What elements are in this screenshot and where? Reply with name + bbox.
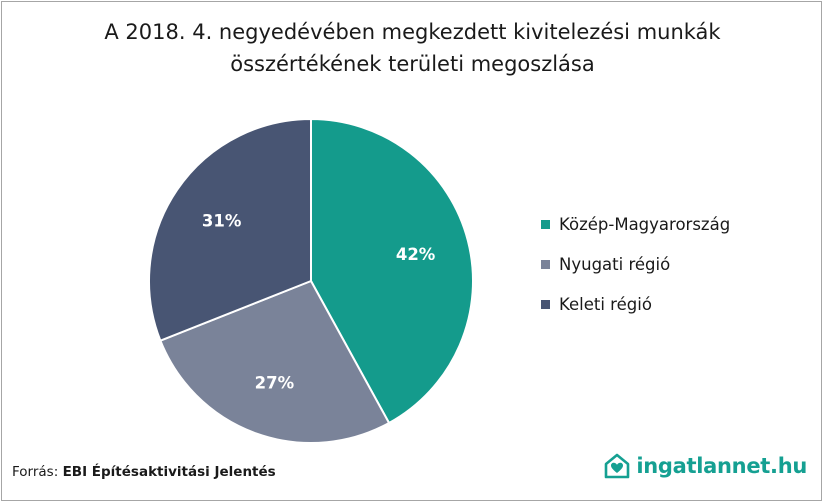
source-note: Forrás: EBI Építésaktivitási Jelentés	[12, 464, 276, 480]
data-label-keleti-regio: 31%	[202, 211, 242, 230]
data-label-kozep-magyarorszag: 42%	[396, 245, 436, 264]
legend-item-nyugati-regio: Nyugati régió	[541, 244, 730, 284]
title-line-1: A 2018. 4. negyedévében megkezdett kivit…	[104, 20, 721, 44]
house-heart-icon	[605, 453, 630, 479]
brand-logo: ingatlannet.hu	[604, 453, 807, 479]
pie-slice-kozep-magyarorszag	[310, 117, 474, 425]
legend-item-keleti-regio: Keleti régió	[541, 284, 730, 324]
legend-label: Keleti régió	[559, 294, 652, 314]
legend-swatch	[541, 259, 550, 269]
legend-label: Közép-Magyarország	[559, 214, 731, 234]
title-line-2: összértékének területi megoszlása	[230, 52, 595, 76]
legend: Közép-Magyarország Nyugati régió Keleti ré…	[541, 204, 730, 324]
legend-item-kozep-magyarorszag: Közép-Magyarország	[541, 204, 730, 244]
brand-name: ingatlannet.hu	[636, 454, 807, 478]
chart-title: A 2018. 4. negyedévében megkezdett kivit…	[0, 16, 825, 80]
legend-swatch	[541, 299, 550, 309]
legend-swatch	[541, 219, 550, 229]
source-name: EBI Építésaktivitási Jelentés	[62, 464, 276, 480]
pie-slice-keleti-regio	[148, 117, 312, 342]
data-label-nyugati-regio: 27%	[255, 374, 295, 393]
legend-label: Nyugati régió	[559, 254, 671, 274]
source-prefix: Forrás:	[12, 464, 63, 480]
pie-slice-nyugati-regio	[159, 279, 391, 444]
